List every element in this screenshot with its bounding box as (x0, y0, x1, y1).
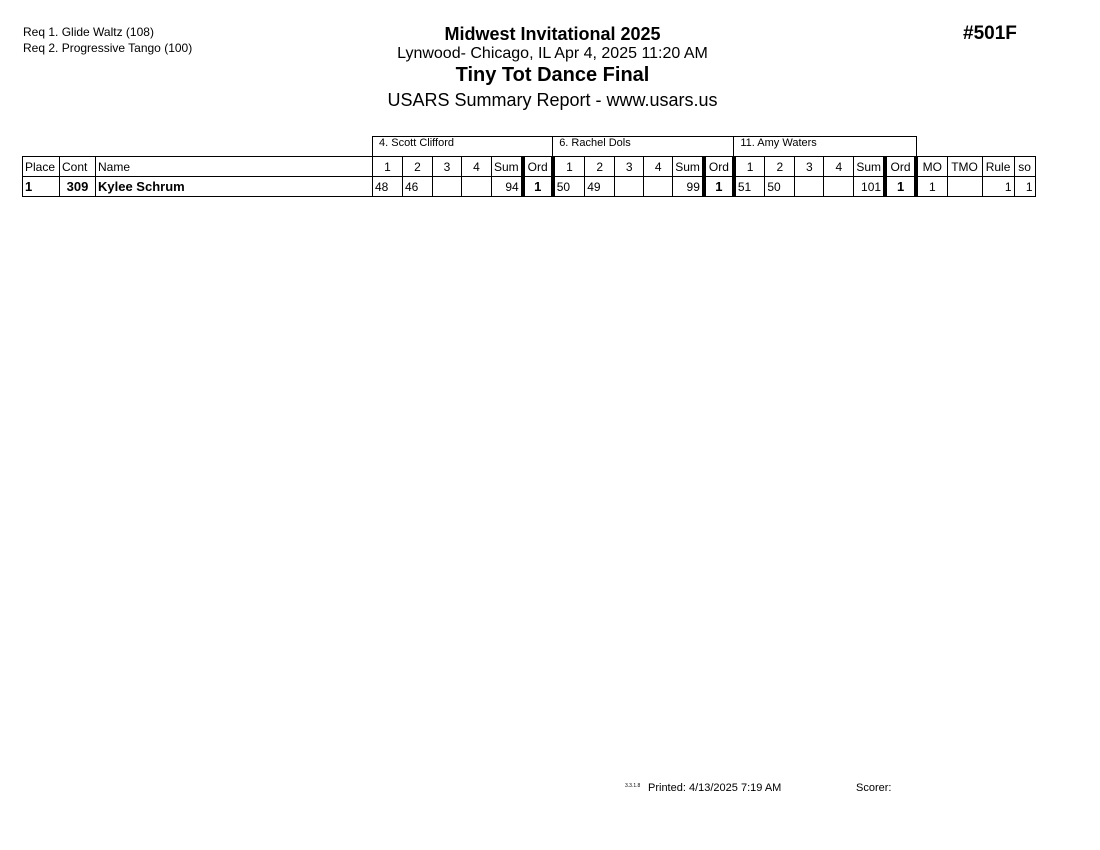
j1-score-3 (432, 176, 462, 197)
so-cell: 1 (1013, 176, 1036, 197)
location-date: Lynwood- Chicago, IL Apr 4, 2025 11:20 A… (397, 45, 708, 62)
judge-header-row: 4. Scott Clifford 6. Rachel Dols 11. Amy… (23, 136, 1036, 157)
header-j1-4: 4 (461, 156, 492, 177)
j1-ord: 1 (520, 176, 554, 197)
j3-score-1: 51 (731, 176, 766, 197)
judge-1-name: 4. Scott Clifford (371, 136, 554, 157)
header-cont: Cont (59, 156, 96, 177)
j2-score-4 (643, 176, 674, 197)
cont-cell: 309 (59, 176, 96, 197)
header-j1-sum: Sum (490, 156, 524, 177)
j2-score-2: 49 (584, 176, 616, 197)
header-so: so (1013, 156, 1036, 177)
j1-score-2: 46 (402, 176, 433, 197)
j1-score-1: 48 (372, 176, 403, 197)
column-header-row: Place Cont Name 1 2 3 4 Sum Ord 1 2 3 4 … (22, 156, 1036, 177)
results-table: 4. Scott Clifford 6. Rachel Dols 11. Amy… (22, 136, 1036, 197)
header-j1-ord: Ord (520, 156, 554, 177)
j3-score-2: 50 (764, 176, 796, 197)
requirement-1: Req 1. Glide Waltz (108) (23, 25, 154, 39)
header-place: Place (22, 156, 60, 177)
header-j2-4: 4 (643, 156, 674, 177)
header-j3-3: 3 (794, 156, 825, 177)
j3-score-3 (794, 176, 825, 197)
scorer-label: Scorer: (856, 782, 892, 794)
header-j2-ord: Ord (701, 156, 735, 177)
header-mo: MO (914, 156, 948, 177)
j2-sum: 99 (672, 176, 705, 197)
place-cell: 1 (22, 176, 60, 197)
header-j3-2: 2 (764, 156, 796, 177)
j3-sum: 101 (853, 176, 886, 197)
report-title: USARS Summary Report - www.usars.us (387, 90, 718, 110)
table-row: 1 309 Kylee Schrum 48 46 94 1 50 49 99 1… (22, 176, 1036, 197)
j3-ord: 1 (883, 176, 917, 197)
header-j2-sum: Sum (672, 156, 705, 177)
judge-2-name: 6. Rachel Dols (552, 136, 735, 157)
requirement-2: Req 2. Progressive Tango (100) (23, 41, 193, 55)
j1-sum: 94 (490, 176, 524, 197)
header-j3-4: 4 (823, 156, 855, 177)
event-number: #501F (963, 23, 1017, 44)
j2-score-1: 50 (550, 176, 586, 197)
header-j2-2: 2 (584, 156, 616, 177)
header-j1-1: 1 (372, 156, 403, 177)
printed-timestamp: Printed: 4/13/2025 7:19 AM (648, 782, 782, 794)
tmo-cell (946, 176, 983, 197)
version-label: 3.3.1.8 (625, 783, 641, 789)
header-j2-3: 3 (614, 156, 645, 177)
header-j3-ord: Ord (883, 156, 917, 177)
j1-score-4 (461, 176, 492, 197)
judge-3-name: 11. Amy Waters (733, 136, 917, 157)
header-j1-2: 2 (402, 156, 433, 177)
header-tmo: TMO (946, 156, 983, 177)
j2-ord: 1 (701, 176, 735, 197)
header-j3-1: 1 (731, 156, 766, 177)
header-j3-sum: Sum (853, 156, 886, 177)
header-name: Name (95, 156, 373, 177)
j2-score-3 (614, 176, 645, 197)
header-j2-1: 1 (550, 156, 586, 177)
rule-cell: 1 (981, 176, 1015, 197)
j3-score-4 (823, 176, 855, 197)
mo-cell: 1 (914, 176, 948, 197)
event-name: Tiny Tot Dance Final (455, 64, 650, 86)
header-rule: Rule (981, 156, 1015, 177)
header-j1-3: 3 (432, 156, 462, 177)
competition-title: Midwest Invitational 2025 (444, 24, 661, 44)
name-cell: Kylee Schrum (95, 176, 373, 197)
